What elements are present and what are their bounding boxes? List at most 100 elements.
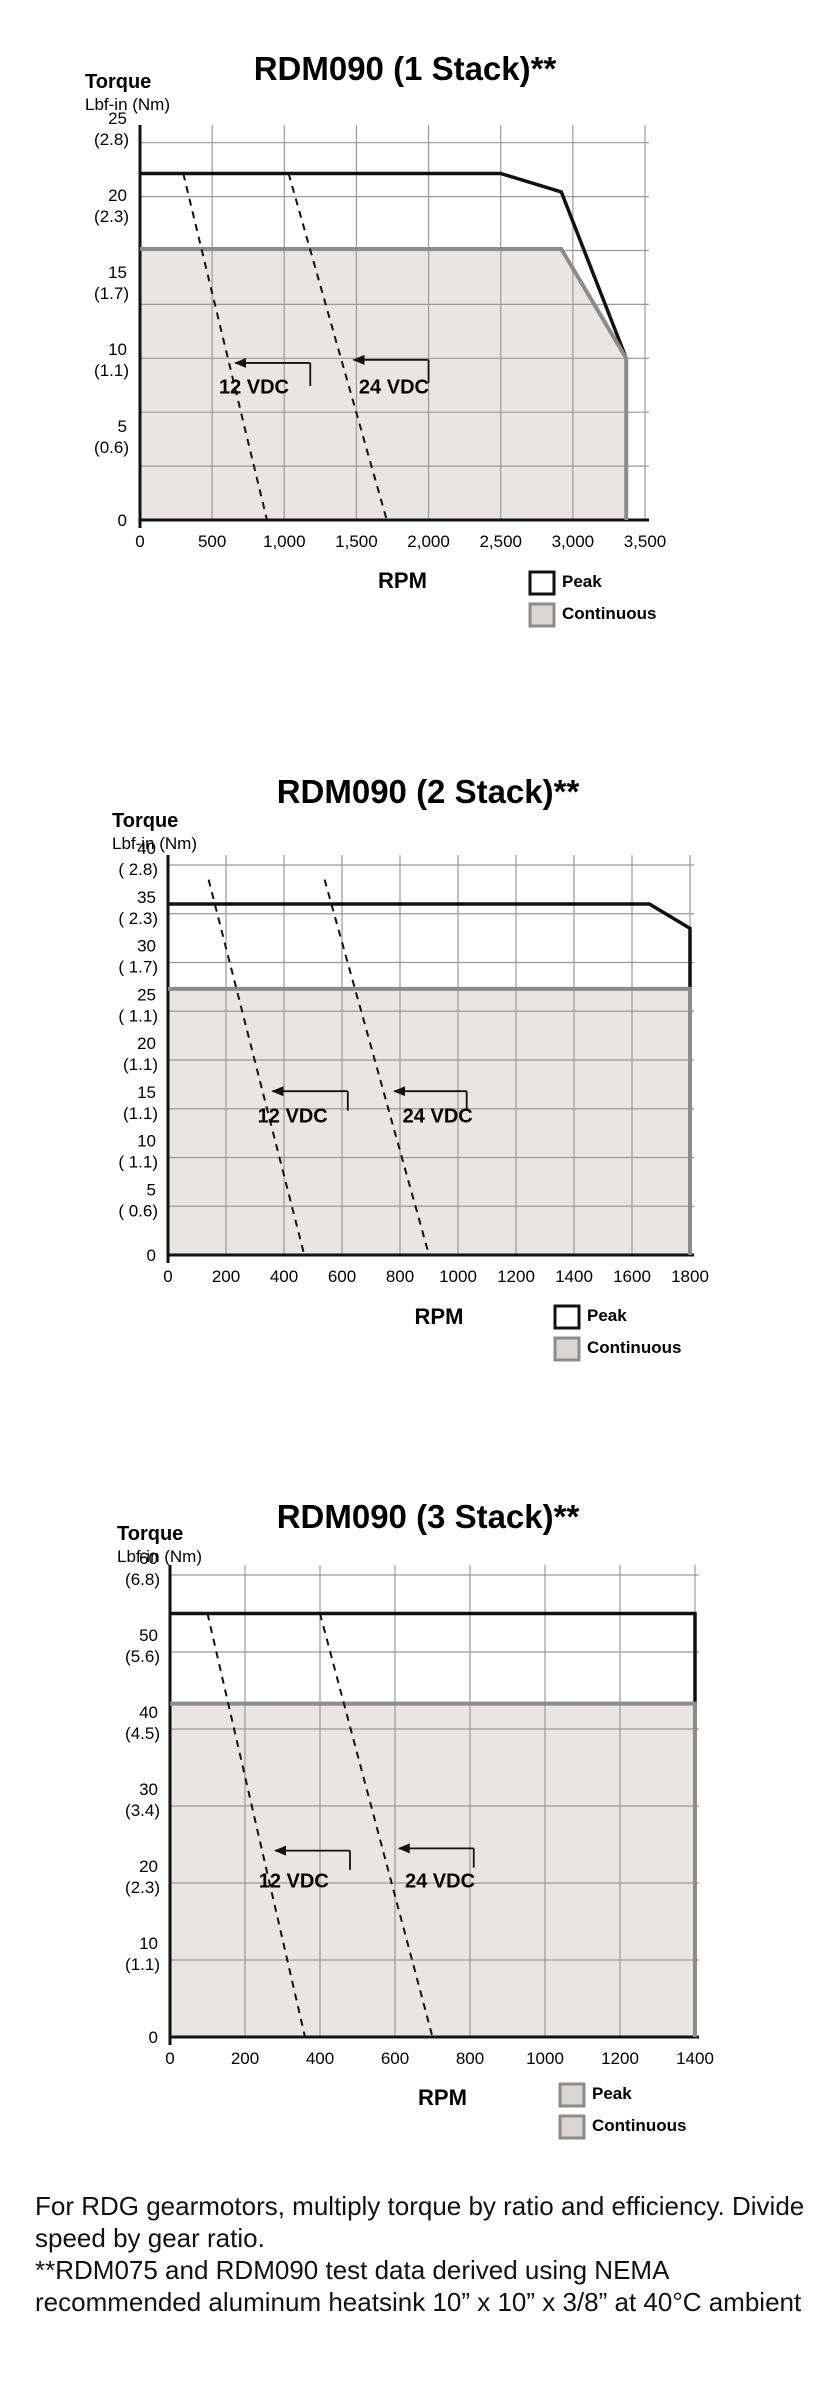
y-tick-label: 20: [108, 186, 127, 205]
y-tick-label: 40: [139, 1703, 158, 1722]
x-tick-label: 1,500: [335, 532, 378, 551]
legend-swatch-peak: [528, 570, 556, 596]
x-tick-label: 500: [198, 532, 226, 551]
y-tick-label: 25: [108, 109, 127, 128]
x-tick-label: 1000: [526, 2049, 564, 2068]
chart-3: RDM090 (3 Stack)** Torque Lbf-in (Nm) RPM 0 2…: [117, 1498, 714, 2140]
y-tick-label: 20: [137, 1034, 156, 1053]
legend-label-continuous: Continuous: [562, 604, 656, 623]
y-tick-label: 30: [139, 1780, 158, 1799]
y-tick-sublabel: ( 2.3): [118, 909, 158, 928]
y-tick-sublabel: (6.8): [125, 1570, 160, 1589]
footnote-gearmotor-note: For RDG gearmotors, multiply torque by r…: [35, 2191, 805, 2253]
y-tick-sublabel: (1.1): [125, 1955, 160, 1974]
x-tick-label: 800: [456, 2049, 484, 2068]
y-tick-sublabel: ( 1.7): [118, 958, 158, 977]
y-axis-unit-label: Lbf-in (Nm): [117, 1547, 202, 1566]
y-axis-label: Torque: [117, 1523, 183, 1545]
x-tick-label: 400: [270, 1267, 298, 1286]
x-tick-label: 1200: [601, 2049, 639, 2068]
x-tick-label: 0: [135, 532, 144, 551]
y-tick-label: 15: [137, 1083, 156, 1102]
y-tick-label: 5: [118, 417, 127, 436]
legend-swatch-continuous: [558, 2114, 586, 2140]
x-axis-label: RPM: [378, 568, 427, 593]
y-tick-label: 25: [137, 985, 156, 1004]
x-tick-label: 1000: [439, 1267, 477, 1286]
y-tick-label: 30: [137, 937, 156, 956]
chart-2: RDM090 (2 Stack)** Torque Lbf-in (Nm) RPM 0 2…: [112, 773, 709, 1362]
y-tick-sublabel: (0.6): [94, 438, 129, 457]
y-tick-label: 5: [147, 1180, 156, 1199]
chart-title: RDM090 (1 Stack)**: [254, 50, 557, 87]
y-tick-sublabel: (5.6): [125, 1647, 160, 1666]
series-continuous-line: [140, 246, 629, 520]
series-24-vdc-line: [319, 1613, 434, 2038]
y-tick-sublabel: (1.1): [123, 1104, 158, 1123]
y-axis-label: Torque: [112, 810, 178, 832]
y-axis-unit-label: Lbf-in (Nm): [85, 95, 170, 114]
series-24-vdc-line: [287, 173, 388, 521]
x-tick-label: 0: [163, 1267, 172, 1286]
legend-swatch-continuous: [553, 1336, 581, 1362]
x-axis-label: RPM: [418, 2085, 467, 2110]
y-tick-label: 20: [139, 1857, 158, 1876]
legend-swatch-peak: [553, 1304, 581, 1330]
y-tick-label: 35: [137, 888, 156, 907]
annotation-label: 24 VDC: [403, 1105, 473, 1127]
chart-1: RDM090 (1 Stack)** Torque Lbf-in (Nm) RPM 0 5…: [85, 50, 667, 628]
y-tick-sublabel: (1.7): [94, 284, 129, 303]
x-tick-label: 2,000: [407, 532, 450, 551]
x-tick-label: 1200: [497, 1267, 535, 1286]
legend-label-peak: Peak: [587, 1306, 627, 1325]
y-tick-sublabel: (2.3): [125, 1878, 160, 1897]
series-continuous-line: [170, 1701, 697, 2037]
x-tick-label: 1400: [555, 1267, 593, 1286]
x-tick-label: 200: [212, 1267, 240, 1286]
y-tick-sublabel: ( 0.6): [118, 1201, 158, 1220]
chart-title: RDM090 (3 Stack)**: [277, 1498, 580, 1535]
x-tick-label: 0: [165, 2049, 174, 2068]
y-tick-sublabel: (1.1): [123, 1055, 158, 1074]
x-axis-label: RPM: [415, 1304, 464, 1329]
y-tick-label: 50: [139, 1626, 158, 1645]
annotation-label: 24 VDC: [405, 1871, 475, 1893]
annotation-label: 12 VDC: [258, 1105, 328, 1127]
continuous-region: [170, 1703, 695, 2037]
legend-label-peak: Peak: [562, 572, 602, 591]
y-tick-label: 0: [147, 1246, 156, 1265]
x-tick-label: 2,500: [479, 532, 522, 551]
legend-label-continuous: Continuous: [592, 2116, 686, 2135]
y-tick-sublabel: (1.1): [94, 361, 129, 380]
x-tick-label: 1400: [676, 2049, 714, 2068]
footnote-test-data-note: **RDM075 and RDM090 test data derived us…: [35, 2255, 802, 2317]
y-tick-sublabel: (2.8): [94, 130, 129, 149]
x-tick-label: 600: [381, 2049, 409, 2068]
footnote: For RDG gearmotors, multiply torque by r…: [35, 2190, 835, 2318]
y-tick-sublabel: ( 2.8): [118, 860, 158, 879]
chart-title: RDM090 (2 Stack)**: [277, 773, 580, 810]
x-tick-label: 1,000: [263, 532, 306, 551]
y-tick-sublabel: ( 1.1): [118, 1006, 158, 1025]
x-tick-label: 3,000: [552, 532, 595, 551]
y-tick-sublabel: ( 1.1): [118, 1153, 158, 1172]
continuous-region: [140, 248, 627, 520]
y-tick-label: 10: [139, 1934, 158, 1953]
annotation-label: 12 VDC: [219, 377, 289, 399]
series-continuous-line: [168, 986, 692, 1255]
x-tick-label: 3,500: [624, 532, 667, 551]
legend-swatch-peak: [558, 2082, 586, 2108]
x-tick-label: 600: [328, 1267, 356, 1286]
legend-label-peak: Peak: [592, 2084, 632, 2103]
legend-swatch-continuous: [528, 602, 556, 628]
x-tick-label: 1600: [613, 1267, 651, 1286]
x-tick-label: 200: [231, 2049, 259, 2068]
y-tick-label: 10: [137, 1132, 156, 1151]
legend-label-continuous: Continuous: [587, 1338, 681, 1357]
x-tick-label: 400: [306, 2049, 334, 2068]
annotation-label: 12 VDC: [259, 1871, 329, 1893]
y-tick-label: 15: [108, 263, 127, 282]
y-tick-label: 0: [149, 2028, 158, 2047]
y-tick-sublabel: (2.3): [94, 207, 129, 226]
